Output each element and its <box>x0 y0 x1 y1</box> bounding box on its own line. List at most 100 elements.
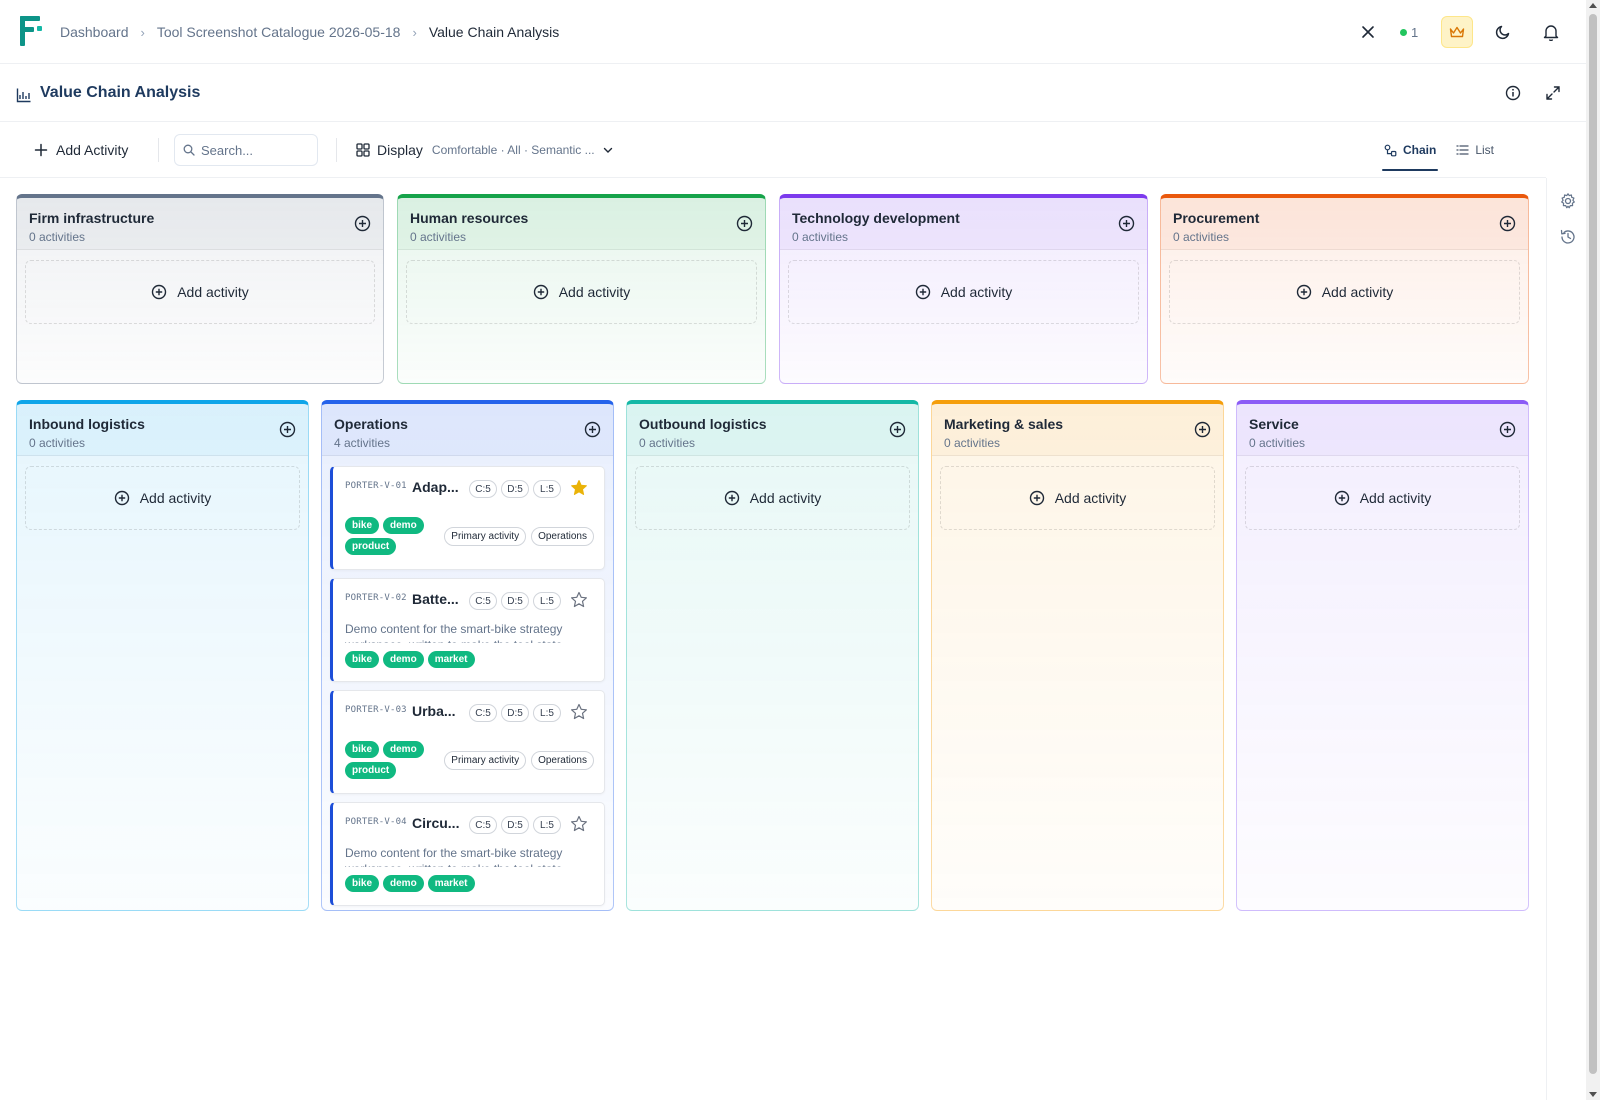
column-outbound-logistics: Outbound logistics 0 activities Add acti… <box>626 400 919 911</box>
plus-circle-icon <box>354 215 370 231</box>
score-pill: L:5 <box>533 592 561 610</box>
scroll-down-icon[interactable] <box>1589 1092 1597 1097</box>
tag[interactable]: demo <box>383 741 424 758</box>
bell-icon <box>1543 24 1559 41</box>
column-add-button[interactable] <box>886 418 908 440</box>
add-activity-dropzone[interactable]: Add activity <box>940 466 1215 530</box>
display-options-button[interactable]: Display Comfortable · All · Semantic ... <box>356 134 614 166</box>
plus-circle-icon <box>1334 490 1349 506</box>
tag[interactable]: demo <box>383 651 424 668</box>
column-add-button[interactable] <box>581 418 603 440</box>
tag[interactable]: product <box>345 762 397 779</box>
chevron-right-icon: › <box>412 24 417 40</box>
column-add-button[interactable] <box>276 418 298 440</box>
settings-gear-icon[interactable] <box>1559 192 1577 210</box>
tag[interactable]: bike <box>345 741 380 758</box>
column-count: 0 activities <box>944 436 1001 450</box>
plus-circle-icon <box>736 215 752 231</box>
tab-list[interactable]: List <box>1456 134 1494 166</box>
fullscreen-button[interactable] <box>1537 77 1569 109</box>
online-presence[interactable]: 1 <box>1400 16 1418 48</box>
card-title: Batte... <box>412 591 459 607</box>
activity-card[interactable]: PORTER-V-04 Circu... C:5 D:5 L:5 Demo co… <box>330 802 605 906</box>
column-technology-development: Technology development 0 activities Add … <box>779 194 1148 384</box>
page-scrollbar[interactable] <box>1586 0 1600 1100</box>
close-button[interactable] <box>1352 16 1384 48</box>
add-activity-dropzone[interactable]: Add activity <box>1169 260 1520 324</box>
activity-card[interactable]: PORTER-V-01 Adap... C:5 D:5 L:5 bike dem… <box>330 466 605 570</box>
add-activity-text: Add activity <box>177 284 249 300</box>
divider <box>158 138 159 162</box>
tag-list: bike demo product <box>345 517 435 555</box>
plus-circle-icon <box>1499 215 1515 231</box>
tag-list: bike demo product <box>345 741 435 779</box>
star-outline-icon[interactable] <box>570 815 588 833</box>
history-icon[interactable] <box>1559 228 1577 246</box>
chip: Operations <box>531 527 594 546</box>
moon-icon <box>1495 25 1510 40</box>
add-activity-dropzone[interactable]: Add activity <box>406 260 757 324</box>
activity-card[interactable]: PORTER-V-02 Batte... C:5 D:5 L:5 Demo co… <box>330 578 605 682</box>
tag[interactable]: bike <box>345 651 380 668</box>
chevron-down-icon <box>603 147 612 153</box>
scroll-up-icon[interactable] <box>1589 3 1597 8</box>
add-activity-dropzone[interactable]: Add activity <box>25 466 300 530</box>
chevron-right-icon: › <box>140 24 145 40</box>
search-input[interactable] <box>201 142 311 158</box>
app-logo-icon[interactable] <box>20 16 42 46</box>
view-toggle: Chain List <box>1381 134 1494 171</box>
score-pill: C:5 <box>469 816 497 834</box>
add-activity-dropzone[interactable]: Add activity <box>788 260 1139 324</box>
chip: Primary activity <box>444 527 527 546</box>
column-add-button[interactable] <box>1496 418 1518 440</box>
tag[interactable]: bike <box>345 875 380 892</box>
plus-circle-icon <box>152 284 167 300</box>
star-filled-icon[interactable] <box>570 479 588 497</box>
activity-card[interactable]: PORTER-V-03 Urba... C:5 D:5 L:5 bike dem… <box>330 690 605 794</box>
tag[interactable]: demo <box>383 875 424 892</box>
breadcrumb-catalogue[interactable]: Tool Screenshot Catalogue 2026-05-18 <box>156 24 401 40</box>
column-header: Outbound logistics 0 activities <box>627 404 918 456</box>
list-icon <box>1456 145 1469 155</box>
star-outline-icon[interactable] <box>570 591 588 609</box>
column-add-button[interactable] <box>1115 212 1137 234</box>
column-count: 0 activities <box>792 230 849 244</box>
tag[interactable]: product <box>345 538 397 555</box>
theme-toggle-button[interactable] <box>1487 16 1519 48</box>
info-button[interactable] <box>1497 77 1529 109</box>
online-dot-icon <box>1400 28 1407 36</box>
search-box[interactable] <box>174 134 318 166</box>
add-activity-dropzone[interactable]: Add activity <box>635 466 910 530</box>
tab-chain[interactable]: Chain <box>1381 134 1439 171</box>
display-label: Display <box>377 142 423 158</box>
column-count: 0 activities <box>410 230 467 244</box>
score-pill: D:5 <box>501 816 529 834</box>
column-add-button[interactable] <box>1191 418 1213 440</box>
add-activity-dropzone[interactable]: Add activity <box>25 260 375 324</box>
column-add-button[interactable] <box>733 212 755 234</box>
column-add-button[interactable] <box>351 212 373 234</box>
breadcrumb-dashboard[interactable]: Dashboard <box>60 24 129 40</box>
column-count: 0 activities <box>29 436 86 450</box>
crown-icon <box>1449 26 1465 38</box>
column-operations: Operations 4 activities PORTER-V-01 Adap… <box>321 400 614 911</box>
column-add-button[interactable] <box>1496 212 1518 234</box>
tag[interactable]: market <box>427 651 475 668</box>
add-activity-text: Add activity <box>749 490 822 506</box>
card-title: Circu... <box>412 815 460 831</box>
tag[interactable]: bike <box>345 517 380 534</box>
tag[interactable]: market <box>427 875 475 892</box>
add-activity-dropzone[interactable]: Add activity <box>1245 466 1520 530</box>
add-activity-button[interactable]: Add Activity <box>30 134 132 166</box>
scrollbar-thumb[interactable] <box>1589 14 1597 1074</box>
star-outline-icon[interactable] <box>570 703 588 721</box>
page-title: Value Chain Analysis <box>40 84 201 101</box>
column-title: Service <box>1249 416 1299 432</box>
premium-button[interactable] <box>1441 16 1473 48</box>
score-pill: C:5 <box>469 704 497 722</box>
column-title: Firm infrastructure <box>29 210 155 226</box>
add-activity-label: Add Activity <box>56 142 129 158</box>
notifications-button[interactable] <box>1535 16 1567 48</box>
card-code: PORTER-V-01 <box>345 481 407 491</box>
tag[interactable]: demo <box>383 517 424 534</box>
